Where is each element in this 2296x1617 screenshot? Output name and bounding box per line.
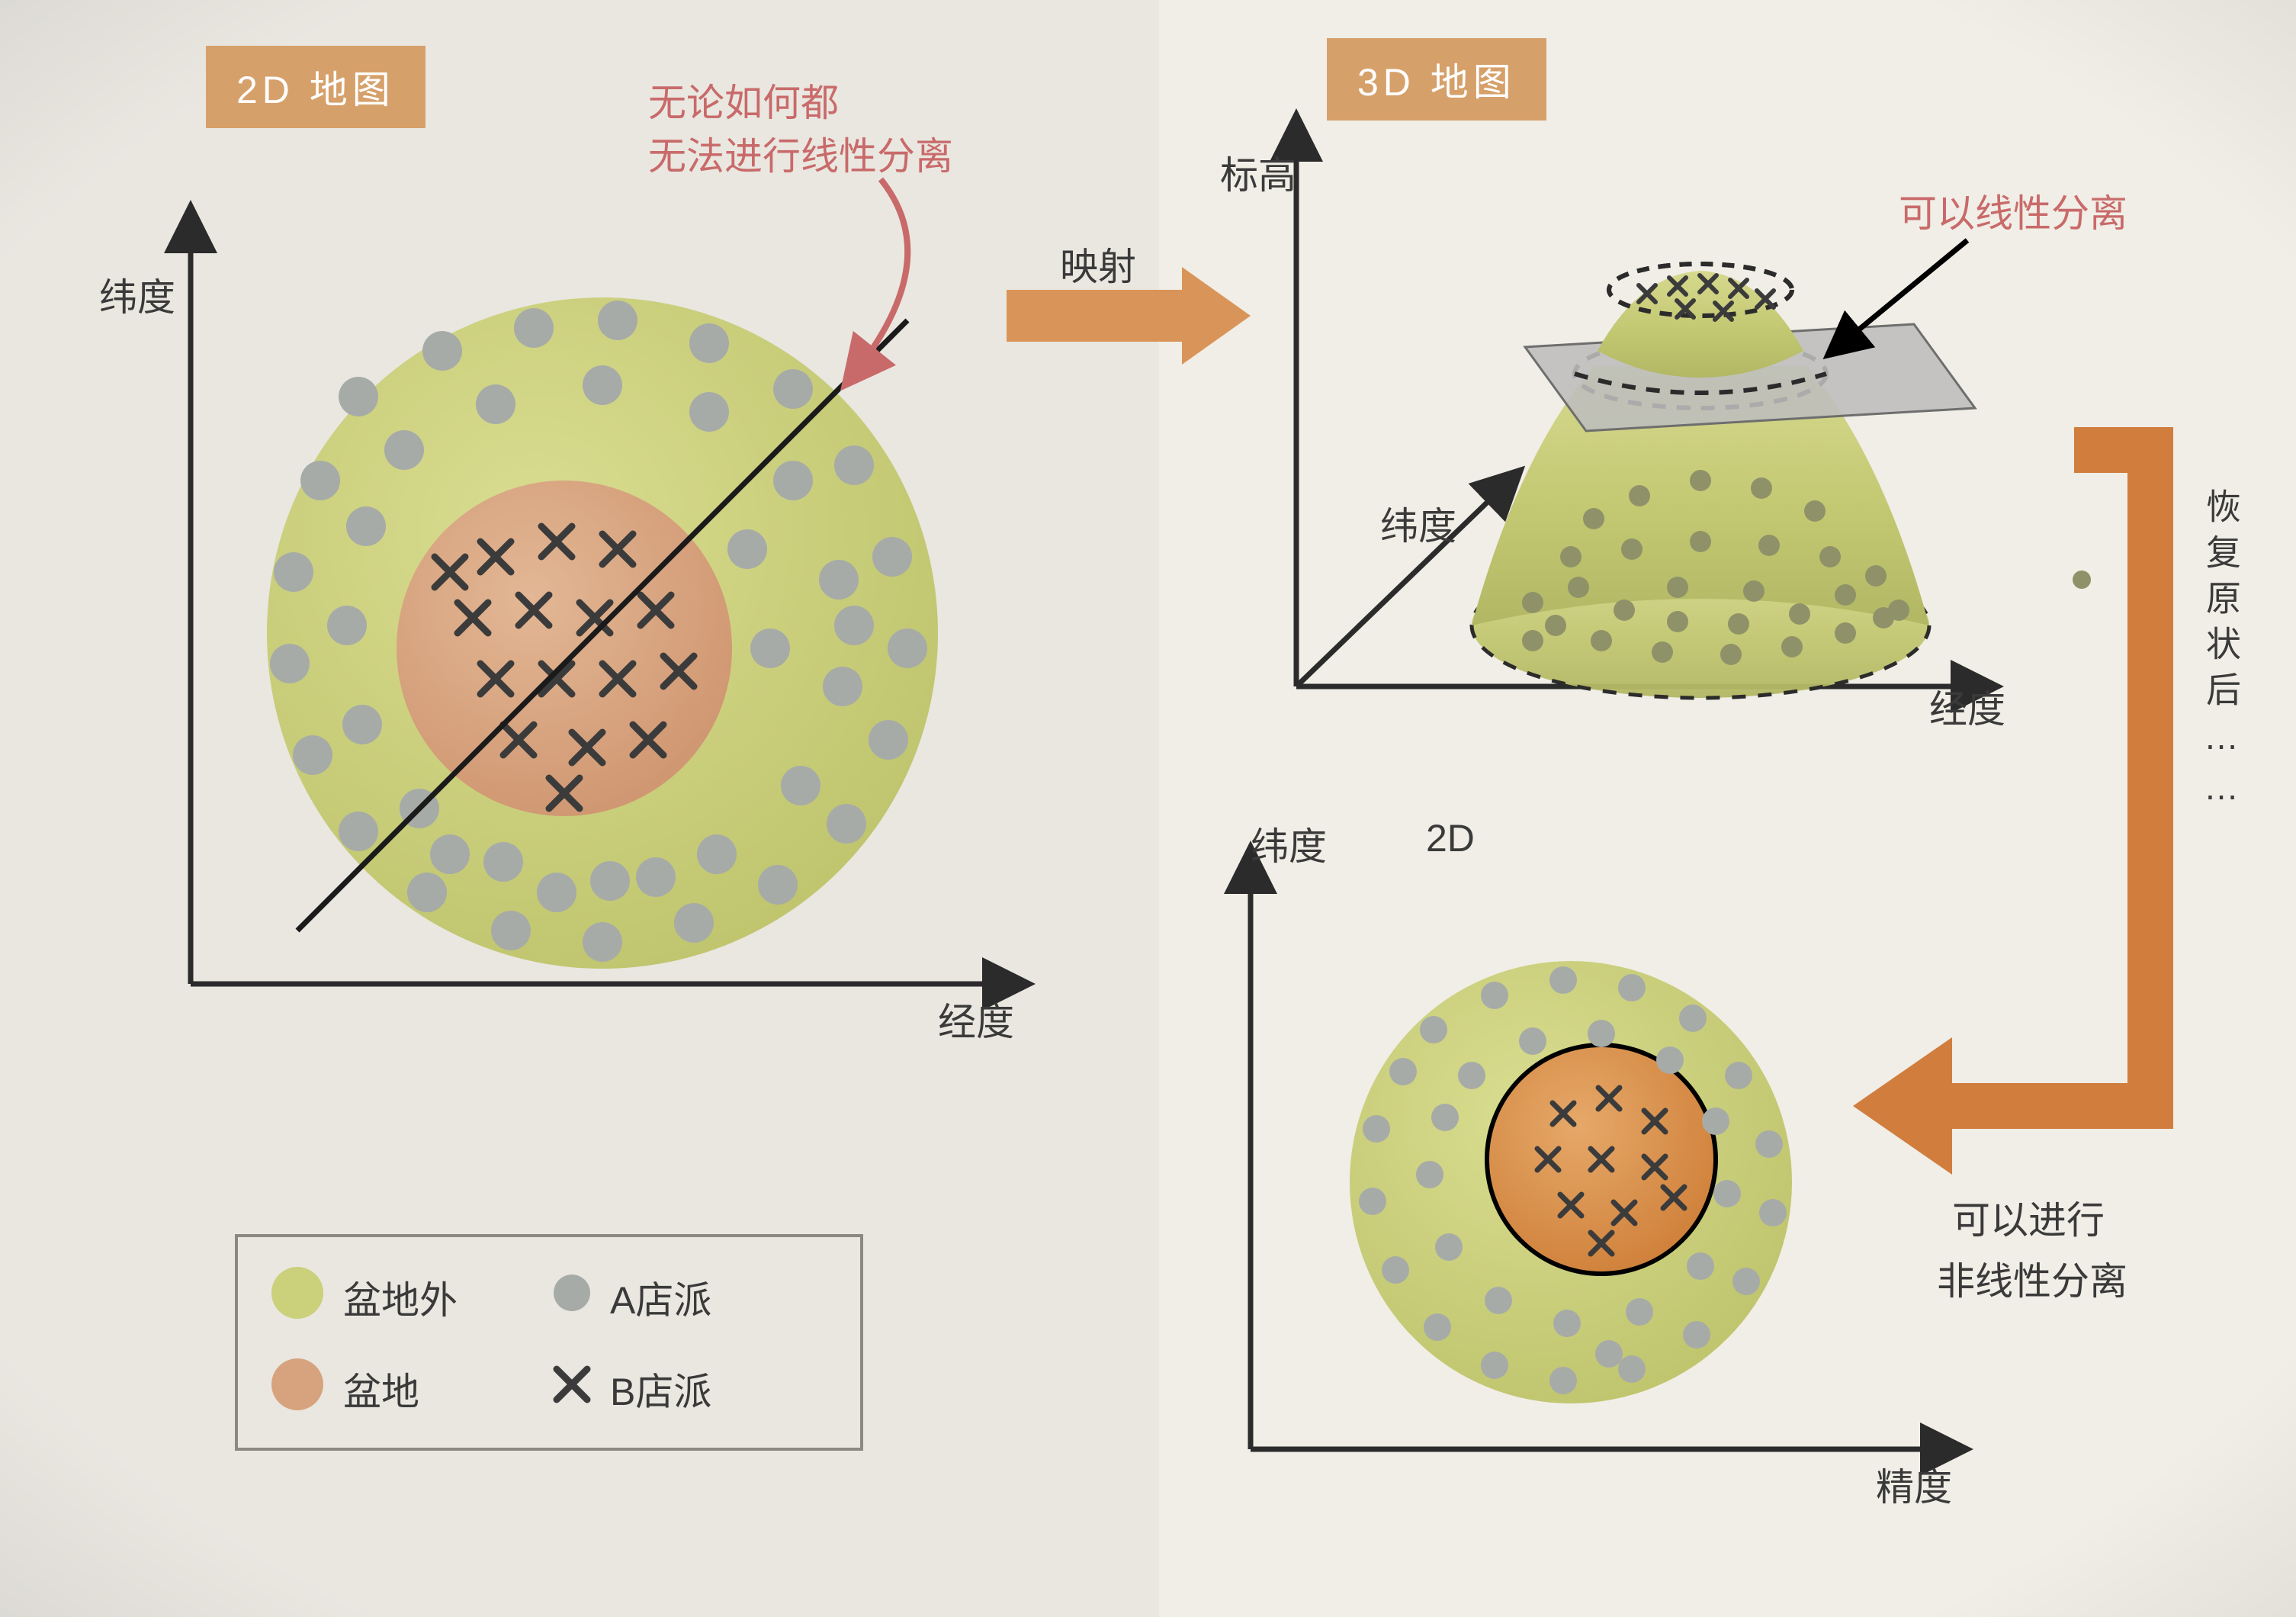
legend-outer: 盆地外: [343, 1270, 458, 1325]
legend-a: A店派: [610, 1270, 711, 1325]
r3d-zaxis-label: 纬度: [1380, 496, 1456, 551]
r3d-xaxis-label: 经度: [1929, 679, 2005, 734]
badge-3d: 3D 地图: [1327, 38, 1546, 121]
rb-xaxis-label: 精度: [1876, 1457, 1952, 1512]
badge-2d: 2D 地图: [206, 46, 425, 128]
rb-note-2: 非线性分离: [1937, 1251, 2127, 1306]
rb-yaxis-label: 纬度: [1251, 816, 1327, 871]
left-yaxis-label: 纬度: [99, 267, 175, 322]
mapping-label: 映射: [1060, 236, 1136, 291]
left-note-2: 无法进行线性分离: [648, 126, 953, 181]
transition-label: 恢复原状后……: [2196, 488, 2246, 818]
rb-title-small: 2D: [1426, 816, 1475, 860]
legend-b: B店派: [610, 1361, 711, 1416]
r3d-note: 可以线性分离: [1899, 183, 2127, 238]
r3d-yaxis-label: 标高: [1220, 145, 1296, 200]
legend-inner: 盆地: [343, 1361, 419, 1416]
rb-note-1: 可以进行: [1952, 1190, 2105, 1245]
left-xaxis-label: 经度: [938, 992, 1014, 1046]
left-note-1: 无论如何都: [648, 72, 839, 127]
